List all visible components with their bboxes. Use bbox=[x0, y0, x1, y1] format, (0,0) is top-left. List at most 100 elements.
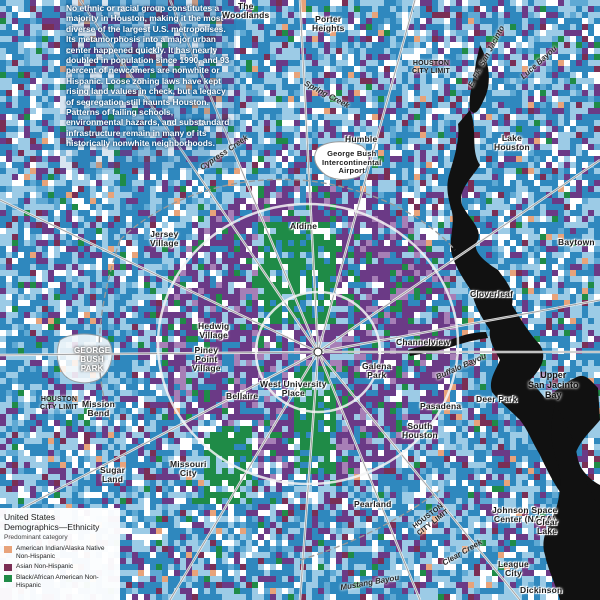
tract bbox=[276, 288, 287, 294]
tract bbox=[528, 246, 535, 253]
tract bbox=[108, 282, 118, 291]
tract bbox=[228, 168, 238, 175]
tract bbox=[18, 204, 25, 210]
tract bbox=[12, 246, 19, 256]
tract bbox=[54, 228, 63, 238]
tract bbox=[60, 138, 70, 144]
tract bbox=[336, 270, 346, 277]
tract bbox=[90, 198, 96, 206]
tract bbox=[492, 258, 503, 268]
tract bbox=[96, 264, 106, 274]
tract bbox=[264, 156, 272, 164]
tract bbox=[390, 264, 396, 271]
tract bbox=[438, 228, 449, 237]
tract bbox=[168, 90, 178, 100]
tract bbox=[414, 252, 421, 260]
tract bbox=[18, 78, 26, 86]
tract bbox=[414, 198, 421, 205]
tract bbox=[516, 42, 525, 52]
tract bbox=[138, 252, 146, 262]
tract bbox=[36, 78, 42, 88]
tract bbox=[558, 234, 564, 240]
tract bbox=[0, 240, 6, 246]
tract bbox=[540, 84, 549, 92]
tract bbox=[564, 24, 575, 30]
tract bbox=[36, 138, 47, 148]
tract bbox=[360, 84, 368, 94]
tract bbox=[192, 138, 202, 145]
tract bbox=[564, 144, 573, 152]
tract bbox=[228, 270, 234, 276]
tract bbox=[186, 210, 194, 220]
tract bbox=[276, 234, 285, 242]
tract bbox=[258, 156, 265, 166]
tract bbox=[336, 234, 342, 240]
tract bbox=[312, 276, 321, 285]
tract bbox=[546, 120, 552, 126]
tract bbox=[198, 60, 209, 67]
tract bbox=[270, 258, 281, 264]
tract bbox=[252, 144, 262, 151]
tract bbox=[312, 228, 318, 235]
tract bbox=[72, 294, 81, 302]
tract bbox=[414, 240, 422, 249]
tract bbox=[72, 240, 79, 249]
tract bbox=[48, 72, 56, 82]
tract bbox=[474, 24, 482, 30]
tract bbox=[90, 168, 97, 178]
tract bbox=[174, 150, 181, 156]
tract bbox=[288, 174, 299, 184]
tract bbox=[72, 222, 79, 228]
tract bbox=[546, 12, 554, 19]
tract bbox=[342, 12, 348, 19]
tract bbox=[198, 120, 208, 128]
tract bbox=[504, 264, 510, 271]
tract bbox=[252, 24, 263, 30]
tract bbox=[498, 12, 508, 19]
tract bbox=[384, 54, 394, 60]
tract bbox=[174, 294, 185, 302]
tract bbox=[570, 120, 580, 127]
tract bbox=[162, 90, 170, 98]
tract bbox=[180, 168, 188, 176]
tract bbox=[516, 216, 526, 226]
tract bbox=[102, 42, 108, 51]
tract bbox=[276, 42, 285, 50]
tract bbox=[456, 60, 464, 69]
tract bbox=[252, 234, 259, 242]
tract bbox=[288, 42, 294, 49]
tract bbox=[450, 0, 458, 9]
tract bbox=[534, 258, 545, 265]
tract bbox=[132, 6, 143, 15]
tract bbox=[498, 162, 507, 171]
tract bbox=[288, 114, 299, 123]
tract bbox=[294, 84, 300, 94]
tract bbox=[114, 156, 122, 164]
tract bbox=[510, 84, 517, 93]
tract bbox=[102, 12, 108, 19]
tract bbox=[240, 168, 251, 175]
tract bbox=[138, 96, 147, 104]
tract bbox=[282, 48, 290, 54]
tract bbox=[150, 222, 159, 232]
tract bbox=[144, 24, 153, 31]
tract bbox=[234, 240, 244, 250]
tract bbox=[444, 216, 453, 225]
tract bbox=[90, 24, 101, 30]
tract bbox=[348, 0, 356, 8]
tract bbox=[366, 240, 376, 246]
tract bbox=[534, 114, 540, 123]
tract bbox=[294, 96, 304, 106]
tract bbox=[228, 42, 236, 49]
tract bbox=[168, 30, 176, 40]
tract bbox=[156, 132, 167, 138]
tract bbox=[132, 114, 139, 122]
tract bbox=[432, 114, 439, 121]
tract bbox=[498, 30, 506, 38]
tract bbox=[300, 132, 306, 139]
tract bbox=[30, 174, 38, 182]
tract bbox=[300, 144, 309, 153]
tract bbox=[324, 210, 332, 220]
tract bbox=[510, 36, 520, 42]
tract bbox=[66, 78, 74, 85]
